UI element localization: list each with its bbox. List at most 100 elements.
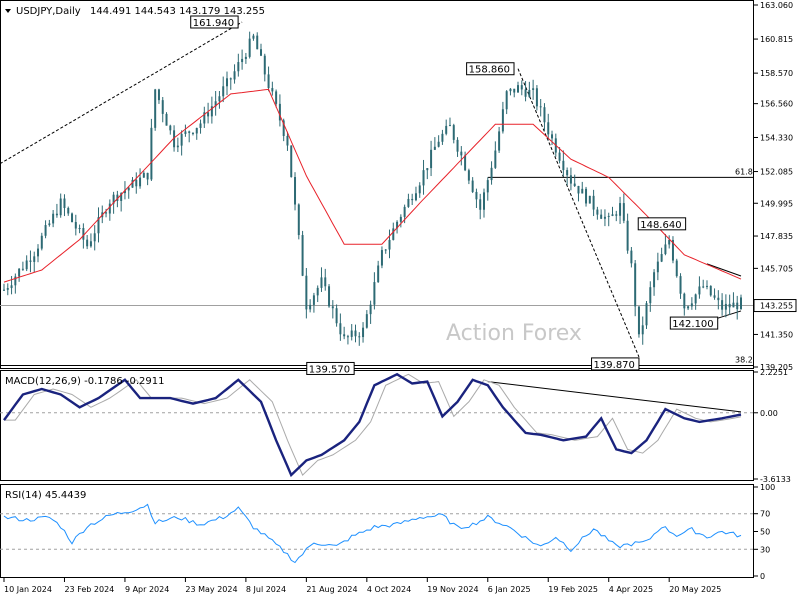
y-tick-label: 156.560	[760, 100, 793, 109]
x-tick-label: 23 May 2024	[185, 585, 237, 594]
rsi-y-tick-label: 0	[760, 572, 765, 581]
candle-body	[33, 256, 36, 262]
x-tick-label: 8 Jul 2024	[246, 585, 286, 594]
candle-body	[698, 286, 701, 295]
candle-body	[418, 185, 421, 194]
candle-body	[312, 295, 315, 305]
candle-body	[150, 127, 153, 180]
candle-body	[573, 183, 576, 186]
candles	[3, 31, 742, 346]
candle-body	[97, 217, 100, 234]
candle-body	[105, 212, 108, 214]
candle-body	[86, 239, 89, 247]
macd-y-tick-label: 2.2251	[760, 368, 788, 377]
rsi-y-tick-label: 50	[760, 528, 770, 537]
macd-signal-line	[4, 373, 742, 476]
candle-body	[256, 35, 259, 50]
candle-body	[301, 235, 304, 276]
candle-body	[169, 125, 172, 131]
candle-body	[290, 145, 293, 178]
candle-body	[645, 303, 648, 326]
candle-body	[456, 139, 459, 152]
macd-panel-frame	[0, 370, 754, 481]
annotation-box	[466, 62, 515, 76]
candle-body	[214, 101, 217, 107]
x-tick-label: 19 Feb 2025	[548, 585, 598, 594]
macd-title: MACD(12,26,9) -0.1786 -0.2911	[5, 376, 165, 387]
candle-body	[671, 239, 674, 261]
macd-line	[3, 372, 742, 478]
candle-body	[649, 287, 652, 304]
candle-body	[297, 204, 300, 236]
candle-body	[373, 282, 376, 305]
candle-body	[184, 131, 187, 134]
candle-body	[6, 288, 9, 290]
candle-body	[422, 170, 425, 186]
candle-body	[717, 297, 720, 301]
candle-body	[607, 215, 610, 217]
candle-body	[524, 89, 527, 97]
rsi-line	[3, 503, 742, 564]
candle-body	[21, 268, 24, 270]
candle-body	[263, 55, 266, 75]
candle-body	[161, 100, 164, 114]
candle-body	[241, 58, 244, 63]
candle-body	[721, 300, 724, 310]
candle-body	[600, 214, 603, 219]
annotation-label: 161.940	[193, 18, 234, 29]
y-tick-label: 154.330	[760, 133, 793, 142]
candle-body	[475, 191, 478, 200]
candle-body	[740, 297, 742, 310]
candle-body	[195, 127, 198, 134]
y-tick-label: 149.995	[760, 199, 793, 208]
candle-body	[653, 272, 656, 288]
x-tick-label: 20 May 2025	[669, 585, 721, 594]
candle-body	[305, 275, 308, 310]
candle-body	[566, 170, 569, 176]
candle-body	[286, 135, 289, 146]
candle-body	[479, 199, 482, 210]
candle-body	[203, 112, 206, 124]
y-tick-label: 158.570	[760, 69, 793, 78]
candle-body	[464, 155, 467, 171]
candle-body	[471, 180, 474, 192]
candle-body	[441, 133, 444, 142]
x-tick-label: 21 Aug 2024	[306, 585, 357, 594]
main-price-panel: 61.8 38.2 161.940 158.860 148.640 142.100 139.…	[0, 1, 797, 375]
candle-body	[569, 175, 572, 184]
candle-body	[139, 177, 142, 187]
candle-body	[10, 285, 13, 289]
candle-body	[558, 152, 561, 161]
candle-body	[611, 214, 614, 216]
main-panel-frame	[0, 0, 754, 369]
candle-body	[207, 112, 210, 117]
candle-body	[222, 86, 225, 97]
candle-body	[252, 35, 255, 39]
collapse-triangle-icon[interactable]	[5, 9, 11, 13]
candle-body	[362, 327, 365, 338]
x-tick-label: 6 Jan 2025	[488, 585, 531, 594]
candle-body	[585, 188, 588, 204]
candle-body	[116, 194, 119, 201]
y-tick-label: 160.815	[760, 35, 793, 44]
candle-body	[445, 125, 448, 134]
candle-body	[448, 125, 451, 127]
candle-body	[452, 125, 455, 140]
annotation-label: 158.860	[469, 65, 510, 76]
candle-body	[547, 122, 550, 135]
candle-body	[63, 198, 66, 209]
candle-body	[690, 303, 693, 307]
candle-body	[48, 223, 51, 226]
fib-382-label: 38.2	[735, 356, 753, 365]
candle-body	[59, 198, 62, 216]
candle-body	[467, 170, 470, 181]
candle-body	[369, 304, 372, 315]
candle-body	[694, 294, 697, 304]
candle-body	[67, 208, 70, 214]
x-tick-label: 10 Jan 2024	[4, 585, 52, 594]
candle-body	[407, 198, 410, 207]
candle-body	[736, 302, 739, 310]
candle-body	[346, 336, 349, 338]
candle-body	[728, 303, 731, 308]
